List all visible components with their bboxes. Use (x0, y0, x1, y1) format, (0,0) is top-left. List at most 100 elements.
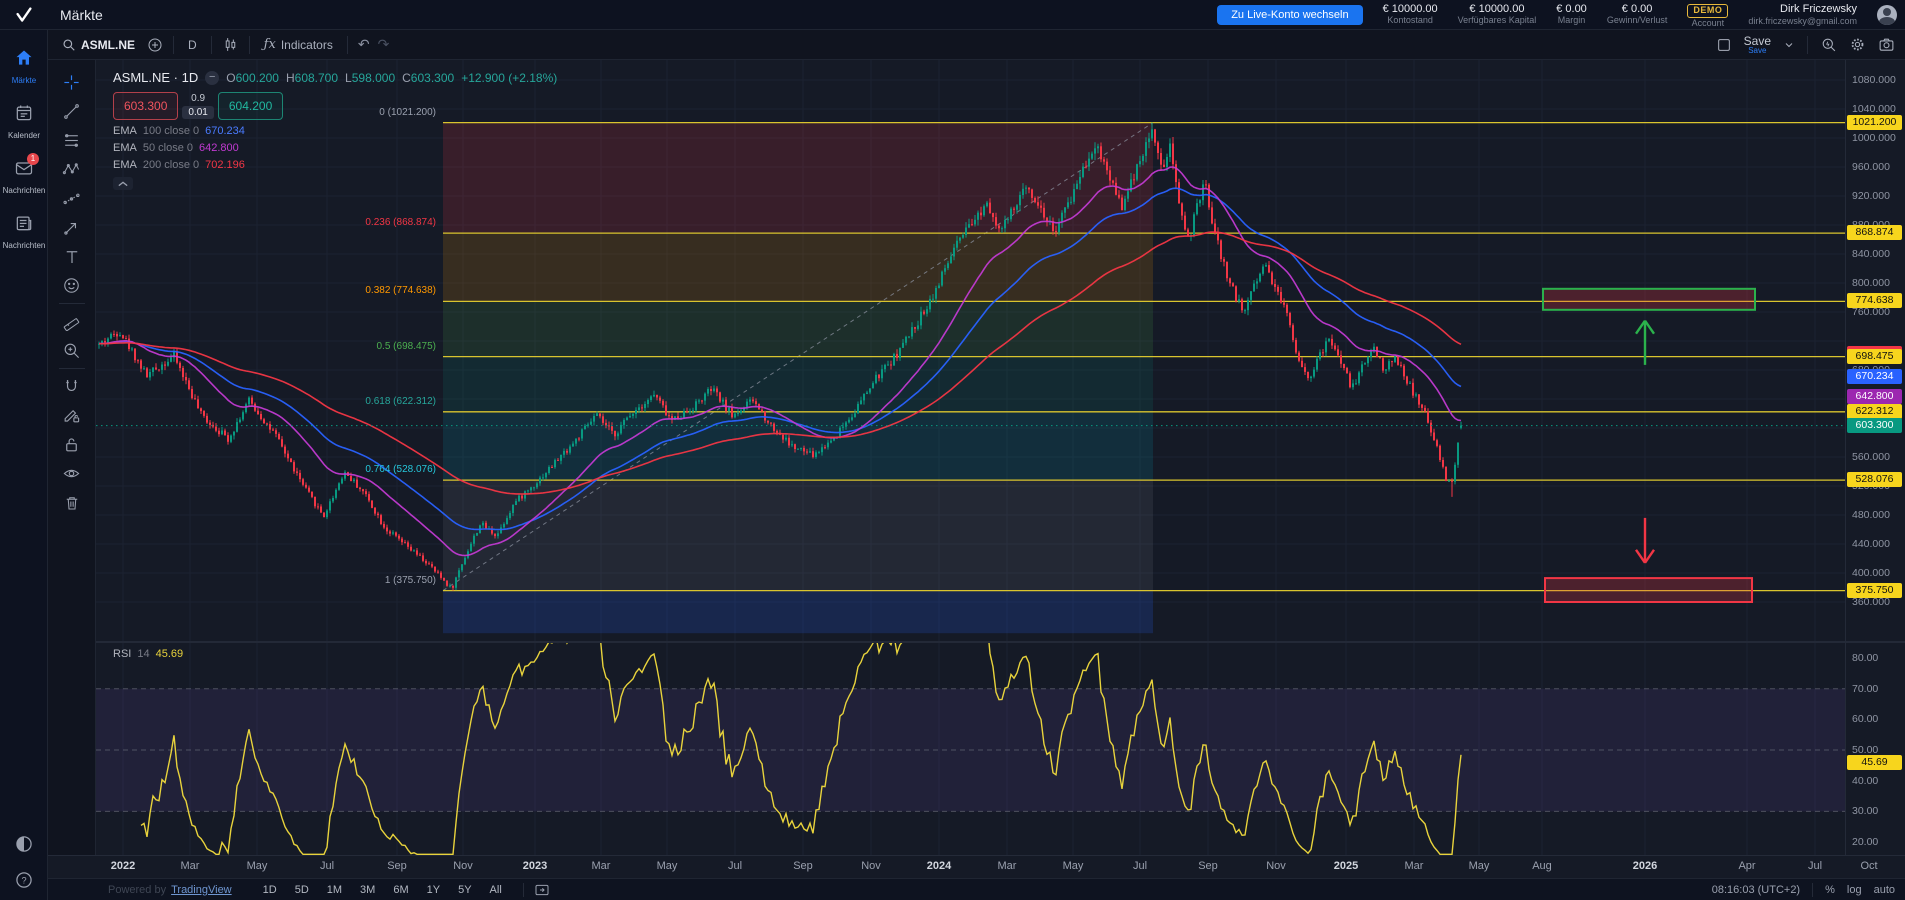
rsi-axis-tick: 70.00 (1852, 683, 1879, 695)
timeframe-button-6m[interactable]: 6M (393, 883, 409, 896)
trend-line-tool-icon[interactable] (56, 97, 88, 126)
fx-icon: ƒx (263, 37, 276, 52)
time-axis-label: Sep (387, 860, 407, 872)
time-axis-label: Jul (319, 860, 335, 872)
sidebar-item-maerkte[interactable]: Märkte (0, 48, 48, 85)
time-axis[interactable]: 2022 Mar May Jul Sep Nov 2023 Mar May Jul Sep Nov 20… (48, 855, 1905, 878)
chart-legend: ASML.NE · 1D − O600.200 H608.700 L598.00… (113, 70, 557, 190)
powered-by-label: Powered by (108, 883, 167, 896)
quick-search-icon[interactable] (1820, 36, 1837, 53)
time-axis-label: May (1062, 860, 1084, 872)
price-tag: 603.300 (1847, 418, 1902, 433)
emoji-tool-icon[interactable] (56, 271, 88, 300)
sidebar-item-nachrichten-news[interactable]: Nachrichten (0, 213, 48, 250)
page-title: Märkte (60, 6, 103, 23)
app-logo[interactable] (0, 0, 48, 30)
bottom-toolbar: Powered by TradingView 1D 5D 1M 3M 6M 1Y 5Y All… (48, 878, 1905, 900)
checkmark-logo-icon (16, 6, 32, 22)
camera-snapshot-icon[interactable] (1878, 36, 1895, 53)
timeframe-group: 1D 5D 1M 3M 6M 1Y 5Y All (256, 882, 509, 898)
timeframe-button-all[interactable]: All (489, 883, 502, 896)
time-axis-label: Jul (1132, 860, 1148, 872)
price-tag: 698.475 (1847, 349, 1902, 364)
theme-toggle-icon[interactable] (14, 834, 34, 854)
symbol-name: ASML.NE (81, 37, 135, 52)
pane-separator[interactable] (48, 641, 1905, 643)
pattern-xabcd-tool-icon[interactable] (56, 155, 88, 184)
top-header: Märkte Zu Live-Konto wechseln € 10000.00… (0, 0, 1905, 30)
text-tool-icon[interactable] (56, 242, 88, 271)
crosshair-tool-icon[interactable] (56, 68, 88, 97)
calendar-icon (16, 105, 32, 121)
mail-icon (15, 162, 33, 175)
time-axis-label: Aug (1532, 860, 1552, 872)
collapse-symbol-icon[interactable]: − (205, 70, 220, 85)
ema-50-legend[interactable]: EMA 50 close 0 642.800 (113, 142, 239, 154)
settings-gear-icon[interactable] (1849, 36, 1866, 53)
price-chart-svg[interactable] (96, 60, 1845, 642)
help-icon[interactable]: ? (14, 870, 34, 890)
redo-button[interactable]: ↷ (377, 36, 390, 53)
rsi-legend[interactable]: RSI 14 45.69 (113, 648, 184, 660)
time-axis-label: Sep (793, 860, 813, 872)
price-axis-tick: 760.000 (1852, 306, 1890, 318)
time-axis-label: Apr (1738, 860, 1756, 872)
save-button[interactable]: Save Save (1743, 33, 1771, 55)
scale-toggle-auto[interactable]: auto (1873, 883, 1895, 896)
legend-collapse-chevron-icon[interactable] (113, 177, 133, 190)
drawing-lock-edit-icon[interactable] (56, 401, 88, 430)
user-info[interactable]: Dirk Friczewsky dirk.friczewsky@gmail.co… (1748, 3, 1857, 26)
scale-toggle-%[interactable]: % (1825, 883, 1835, 896)
demo-badge: DEMO (1687, 4, 1729, 18)
rsi-axis-tick: 40.00 (1852, 775, 1879, 787)
timeframe-button-1d[interactable]: 1D (262, 883, 277, 896)
chart-style-icon[interactable] (222, 36, 239, 53)
rsi-axis-tick: 80.00 (1852, 652, 1879, 664)
time-axis-label: Mar (997, 860, 1017, 872)
sell-button[interactable]: 603.300 (113, 92, 179, 120)
prediction-tool-icon[interactable] (56, 184, 88, 213)
fib-retracement-tool-icon[interactable] (56, 126, 88, 155)
timeframe-button-3m[interactable]: 3M (360, 883, 376, 896)
lock-all-drawings-icon[interactable] (56, 430, 88, 459)
buy-button[interactable]: 604.200 (217, 92, 284, 120)
price-axis-tick: 360.000 (1852, 596, 1890, 608)
price-axis-tick: 480.000 (1852, 509, 1890, 521)
indicators-button[interactable]: ƒx Indicators (263, 37, 333, 52)
arrow-marker-tool-icon[interactable] (56, 213, 88, 242)
ema-200-legend[interactable]: EMA 200 close 0 702.196 (113, 159, 245, 171)
remove-drawings-trash-icon[interactable] (56, 488, 88, 517)
layout-icon[interactable] (1716, 37, 1732, 53)
sidebar-item-nachrichten-mail[interactable]: 1 Nachrichten (2, 153, 46, 195)
hide-drawings-eye-icon[interactable] (56, 459, 88, 488)
timeframe-button-1m[interactable]: 1M (326, 883, 343, 896)
timeframe-button-1y[interactable]: 1Y (426, 883, 441, 896)
undo-button[interactable]: ↶ (357, 36, 370, 53)
chevron-down-icon[interactable] (1783, 39, 1795, 51)
magnet-tool-icon[interactable] (56, 372, 88, 401)
legend-symbol[interactable]: ASML.NE · 1D (113, 70, 199, 85)
nav-sidebar: Märkte Kalender 1 Nachrichten Nachrichte… (0, 30, 48, 900)
switch-to-live-button[interactable]: Zu Live-Konto wechseln (1217, 4, 1363, 25)
time-axis-label: Mar (1404, 860, 1424, 872)
time-axis-label: Nov (453, 860, 473, 872)
measure-ruler-tool-icon[interactable] (56, 307, 88, 336)
scale-toggle-log[interactable]: log (1846, 883, 1862, 896)
interval-button[interactable]: D (188, 37, 197, 52)
zoom-in-tool-icon[interactable] (56, 336, 88, 365)
add-symbol-icon[interactable] (147, 37, 163, 53)
time-axis-label: May (1468, 860, 1490, 872)
price-tag: 528.076 (1847, 472, 1902, 487)
time-axis-label: 2026 (1632, 860, 1658, 872)
sidebar-item-kalender[interactable]: Kalender (0, 103, 48, 140)
ema-100-legend[interactable]: EMA 100 close 0 670.234 (113, 125, 245, 137)
symbol-search-button[interactable]: ASML.NE (58, 36, 139, 54)
avatar[interactable] (1877, 4, 1897, 25)
tradingview-link[interactable]: TradingView (171, 883, 232, 896)
rsi-chart-svg[interactable] (96, 642, 1845, 855)
price-tag: 375.750 (1847, 583, 1902, 598)
timeframe-button-5d[interactable]: 5D (294, 883, 309, 896)
go-to-date-icon[interactable] (534, 883, 550, 897)
clock[interactable]: 08:16:03 (UTC+2) (1711, 883, 1801, 896)
timeframe-button-5y[interactable]: 5Y (458, 883, 472, 896)
